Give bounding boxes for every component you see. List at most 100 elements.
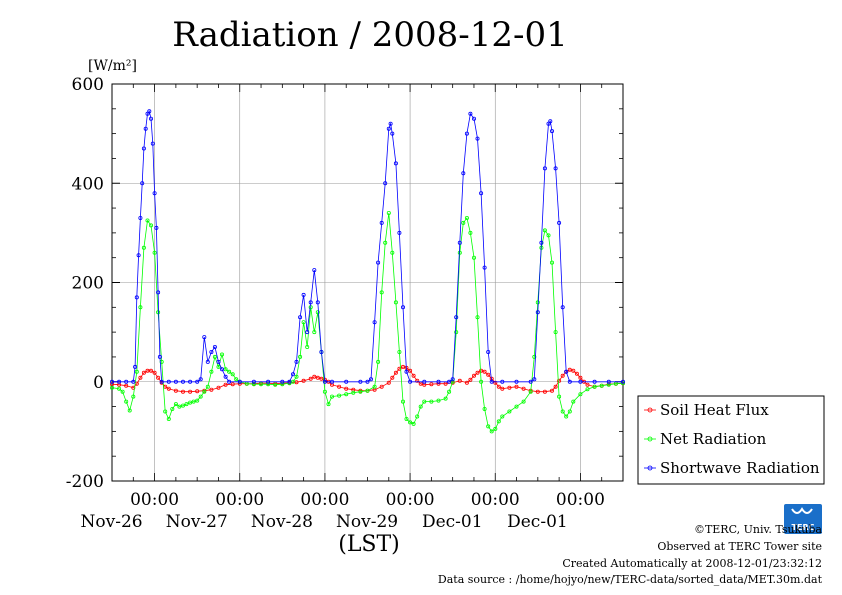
x-tick-date: Dec-01 (422, 512, 483, 532)
data-point (482, 406, 487, 411)
data-point (156, 310, 161, 315)
data-point (500, 386, 505, 391)
data-point (564, 369, 569, 374)
legend-swatch-marker (647, 407, 653, 413)
data-point (447, 379, 452, 384)
data-point (212, 354, 217, 359)
data-point (315, 300, 320, 305)
y-tick-label: 600 (72, 75, 104, 95)
data-point (337, 393, 342, 398)
data-point (585, 382, 590, 387)
data-point (205, 384, 210, 389)
data-point (486, 424, 491, 429)
data-point (280, 382, 285, 387)
data-point (548, 119, 553, 124)
legend-item: Soil Heat Flux (644, 401, 769, 419)
x-axis: 00:00Nov-2600:00Nov-2700:00Nov-2800:00No… (81, 84, 605, 532)
data-point (152, 191, 157, 196)
data-point (567, 409, 572, 414)
data-point (141, 370, 146, 375)
data-point (486, 372, 491, 377)
data-point (400, 364, 405, 369)
data-point (344, 379, 349, 384)
data-point (500, 414, 505, 419)
data-point (535, 310, 540, 315)
data-point (273, 382, 278, 387)
data-point (408, 420, 413, 425)
data-point (136, 253, 141, 258)
data-point (152, 370, 157, 375)
terc-logo: TERC (784, 504, 822, 534)
data-point (133, 364, 138, 369)
data-point (471, 255, 476, 260)
data-point (542, 389, 547, 394)
data-point (408, 379, 413, 384)
chart-title: Radiation / 2008-12-01 (172, 15, 568, 55)
data-point (599, 383, 604, 388)
data-point (397, 230, 402, 235)
data-point (457, 250, 462, 255)
data-point (388, 121, 393, 126)
data-point (154, 225, 159, 230)
data-point (542, 228, 547, 233)
data-point (553, 330, 558, 335)
data-point (308, 300, 313, 305)
data-point (344, 386, 349, 391)
data-point (368, 377, 373, 382)
data-point (408, 368, 413, 373)
data-point (322, 389, 327, 394)
data-point (397, 349, 402, 354)
grid (112, 84, 623, 481)
data-point (365, 379, 370, 384)
data-point (202, 389, 207, 394)
data-point (216, 359, 221, 364)
data-point (212, 344, 217, 349)
data-point (148, 116, 153, 121)
data-point (482, 265, 487, 270)
data-point (468, 230, 473, 235)
data-point (219, 352, 224, 357)
data-point (205, 359, 210, 364)
data-point (429, 399, 434, 404)
data-point (390, 131, 395, 136)
data-point (305, 330, 310, 335)
data-point (166, 379, 171, 384)
data-point (471, 116, 476, 121)
data-point (546, 233, 551, 238)
data-point (436, 379, 441, 384)
data-point (557, 220, 562, 225)
data-point (383, 240, 388, 245)
data-point (202, 335, 207, 340)
data-point (234, 377, 239, 382)
data-point (379, 220, 384, 225)
series-line (111, 212, 624, 432)
data-point (312, 268, 317, 273)
data-point (337, 384, 342, 389)
data-point (230, 382, 235, 387)
data-point (147, 109, 152, 114)
data-point (553, 384, 558, 389)
data-point (308, 376, 313, 381)
data-point (372, 320, 377, 325)
data-point (493, 426, 498, 431)
data-point (266, 382, 271, 387)
data-point (219, 367, 224, 372)
data-point (230, 372, 235, 377)
data-point (145, 111, 150, 116)
data-point (322, 379, 327, 384)
data-point (383, 181, 388, 186)
series-line (111, 366, 624, 393)
series-shortwave-radiation (110, 109, 626, 384)
data-point (180, 403, 185, 408)
data-point (532, 354, 537, 359)
data-point (120, 389, 125, 394)
data-point (418, 404, 423, 409)
data-point (188, 400, 193, 405)
x-tick-time: 00:00 (386, 490, 435, 510)
x-tick-time: 00:00 (130, 490, 179, 510)
data-point (319, 376, 324, 381)
data-point (184, 402, 189, 407)
data-point (173, 379, 178, 384)
data-point (209, 387, 214, 392)
legend-item: Net Radiation (644, 430, 767, 448)
